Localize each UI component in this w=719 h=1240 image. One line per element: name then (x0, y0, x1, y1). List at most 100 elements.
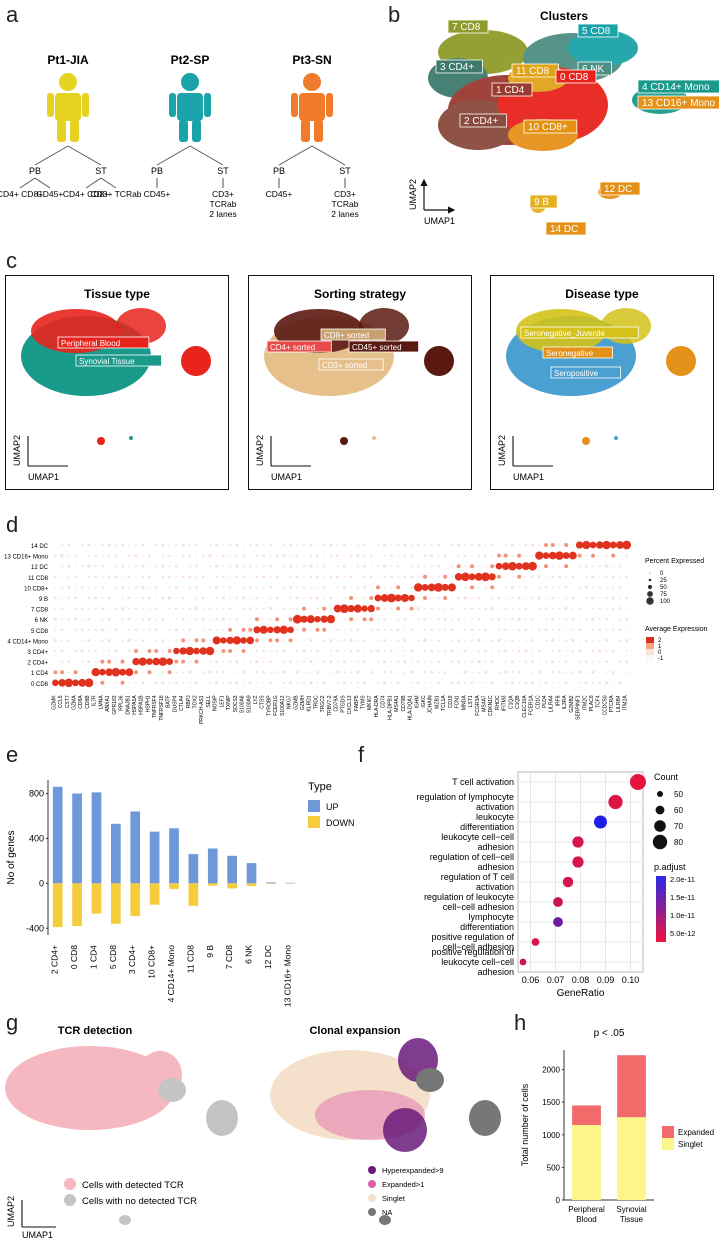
dotplot-dot (148, 554, 151, 557)
dotplot-dot (336, 565, 339, 568)
dotplot-dot (147, 649, 152, 653)
dotplot-dot (256, 682, 258, 684)
dotplot-dot (538, 618, 540, 620)
dotplot-dot (54, 575, 57, 579)
umap-blob (416, 1068, 444, 1092)
dotplot-dot (323, 597, 326, 599)
dotplot-dot (175, 671, 178, 673)
dotplot-dot (404, 607, 406, 610)
x-tick-label: Synovial Tissue (616, 1205, 646, 1224)
dotplot-dot (362, 585, 367, 589)
dotplot-dot (121, 629, 124, 631)
umap-plot: Disease typeSeronegative_JuvenileSeroneg… (497, 287, 696, 482)
dotplot-dot (602, 540, 611, 550)
dotplot-dot (618, 660, 622, 663)
dotplot-dot (306, 615, 315, 624)
dotplot-dot (377, 576, 379, 578)
legend-title: Type (308, 781, 332, 793)
dotplot-dot (175, 681, 178, 685)
dotplot-dot (282, 670, 286, 674)
dotplot-dot (268, 585, 272, 589)
dotplot-dot (605, 607, 608, 610)
axis-y-label: UMAP2 (255, 435, 265, 466)
umap-blob (666, 346, 696, 376)
dotplot-dot (158, 657, 168, 666)
sorting-label: CD3+ TCRab 2 lanes (209, 189, 236, 219)
dotplot-dot (67, 596, 70, 600)
dotplot-dot (450, 649, 454, 653)
dotplot-dot (302, 543, 306, 547)
dotplot-dot (350, 628, 353, 631)
dotplot-dot (310, 607, 312, 610)
dotplot-dot (61, 576, 63, 578)
dotplot-dot (416, 543, 420, 547)
legend-label: Singlet (678, 1140, 703, 1149)
umap-blob (158, 1078, 186, 1102)
dotplot-dot (269, 671, 272, 673)
dotplot-dot (173, 647, 180, 655)
dotplot-dot (84, 678, 94, 688)
dotplot-dot (236, 629, 238, 631)
dotplot-dot (592, 682, 594, 684)
dotplot-dot (484, 649, 487, 653)
dotplot-dot (484, 670, 487, 674)
dotplot-dot (181, 543, 185, 547)
dotplot-dot (457, 617, 460, 621)
dotplot-dot (410, 649, 413, 653)
dotplot-dot (309, 596, 312, 600)
dotplot-dot (215, 618, 218, 621)
dotplot-dot (175, 597, 178, 599)
dotplot-dot (557, 575, 562, 579)
dotplot-dot (146, 658, 153, 665)
dotplot-dot (545, 671, 547, 673)
dotplot-dot (188, 586, 191, 589)
dotplot-dot (195, 585, 198, 589)
x-tick-label: 0.08 (572, 975, 590, 985)
legend-label: Hyperexpanded>9 (382, 1166, 444, 1175)
dotplot-dot (309, 554, 312, 557)
dotplot-dot (538, 681, 541, 684)
dotplot-dot (571, 596, 575, 600)
dotplot-dot (169, 618, 171, 620)
dotplot-dot (127, 596, 131, 600)
dotplot-dot (369, 670, 373, 674)
dotplot-dot (370, 649, 373, 653)
dotplot-dot (168, 681, 171, 684)
dotplot-dot (242, 670, 245, 674)
dotplot-dot (565, 629, 567, 631)
dotplot-dot (508, 561, 517, 571)
dotplot-dot (94, 544, 97, 546)
dotplot-dot (625, 650, 628, 652)
dotplot-dot (295, 596, 299, 600)
dotplot-dot (530, 681, 535, 685)
dotplot-dot (300, 615, 308, 623)
dotplot-dot (167, 649, 172, 653)
dotplot-dot (128, 554, 131, 557)
dotplot-dot (114, 544, 117, 546)
bar-up (207, 848, 218, 884)
dotplot-dot (161, 596, 165, 600)
dotplot-dot (161, 564, 165, 568)
dotplot-dot (303, 671, 305, 673)
dotplot-dot (363, 660, 366, 663)
dotplot-dot (336, 649, 340, 653)
dotplot-gene-label: DNAJB1 (125, 695, 131, 714)
y-tick-label: 1000 (542, 1131, 560, 1140)
dotplot-dot (201, 575, 205, 579)
dotplot-dot (578, 565, 581, 568)
dotplot-gene-label: CD79A (334, 695, 340, 712)
dotplot-dot (410, 628, 413, 632)
dotplot-dot (74, 575, 77, 579)
dotplot-gene-label: IGHM (414, 695, 420, 708)
dotplot-dot (108, 628, 111, 631)
umap-blob (469, 1100, 501, 1136)
x-tick-label: Peripheral Blood (568, 1205, 605, 1224)
dotplot-dot (403, 638, 407, 642)
dotplot-dot (543, 543, 548, 547)
dotplot-dot (356, 628, 360, 632)
dotplot-dot (74, 554, 77, 557)
dotplot-dot (390, 681, 393, 684)
umap-title: Sorting strategy (314, 287, 406, 301)
dotplot-dot (101, 576, 104, 578)
